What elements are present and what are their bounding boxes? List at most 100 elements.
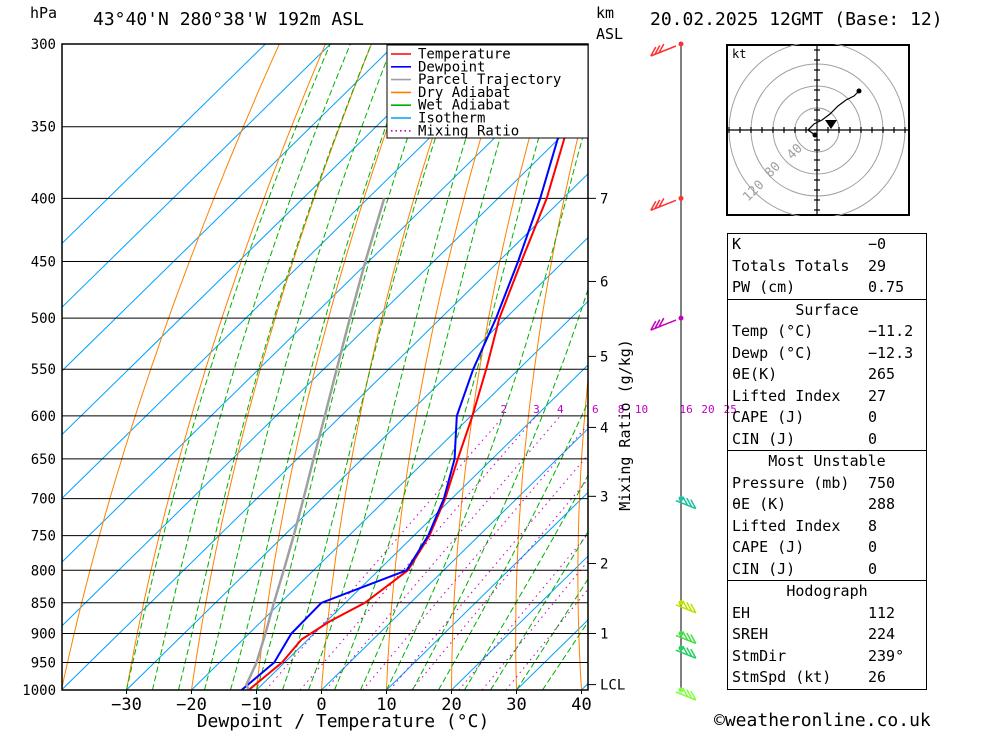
- mixing-ratio-label: 10: [635, 403, 648, 416]
- pressure-tick-label: 300: [31, 37, 56, 53]
- surface-box: Surface Temp (°C) −11.2 Dewp (°C) −12.3 θE…: [727, 298, 927, 451]
- mu-pressure-label: Pressure (mb): [732, 473, 850, 492]
- isotherm-line: [256, 364, 588, 690]
- temperature-tick-label: 20: [441, 695, 461, 715]
- wind-barb-flag: [654, 45, 661, 55]
- isotherm-line: [62, 45, 588, 563]
- wind-barb-flag: [682, 631, 689, 641]
- wind-barb-flag: [682, 645, 689, 656]
- mixing-ratio-label: 6: [592, 403, 599, 416]
- copyright-footer[interactable]: ©weatheronline.co.uk: [714, 710, 931, 731]
- mu-cape-row: CAPE (J) 0: [728, 537, 926, 559]
- height-tick-label: 1: [600, 626, 608, 642]
- dry-adiabat-line: [62, 44, 280, 690]
- datetime-title: 20.02.2025 12GMT (Base: 12): [650, 9, 943, 30]
- wind-barb-shaft: [675, 634, 697, 645]
- profile-parcel-trajectory: [245, 198, 386, 690]
- mixing-ratio-label: 4: [557, 403, 564, 416]
- stmspd-value: 26: [868, 668, 887, 686]
- surface-cin-label: CIN (J): [732, 429, 796, 448]
- isotherm-line: [62, 44, 331, 308]
- mixing-ratio-label: 20: [701, 403, 714, 416]
- wind-barb: [650, 43, 677, 57]
- mu-cin-label: CIN (J): [732, 559, 796, 578]
- surface-cape-label: CAPE (J): [732, 408, 805, 426]
- mu-li-row: Lifted Index 8: [728, 516, 926, 538]
- sreh-label: SREH: [732, 625, 769, 643]
- legend-label: Isotherm: [418, 111, 485, 127]
- mu-theta-value: 288: [868, 495, 896, 513]
- surface-title: Surface: [795, 300, 859, 319]
- hodograph-trace: [807, 90, 860, 136]
- surface-dewp-label: Dewp (°C): [732, 343, 814, 362]
- wet-adiabat-line: [204, 44, 394, 690]
- legend-label: Wet Adiabat: [418, 98, 511, 114]
- pw-value: 0.75: [868, 278, 905, 296]
- temperature-tick-label: 40: [571, 695, 591, 715]
- mu-cape-label: CAPE (J): [732, 538, 805, 556]
- profile-temperature: [248, 48, 588, 690]
- totals-label: Totals Totals: [732, 256, 850, 275]
- sreh-row: SREH 224: [728, 624, 926, 646]
- temperature-tick-label: 10: [376, 695, 396, 715]
- wind-level-dot: [678, 687, 684, 693]
- temperature-tick-label: −20: [176, 695, 207, 715]
- k-index-row: K −0: [728, 234, 926, 256]
- height-tick-label: 5: [600, 349, 608, 365]
- surface-theta-row: θE(K) 265: [728, 364, 926, 386]
- x-axis-title: Dewpoint / Temperature (°C): [197, 711, 490, 732]
- wind-barb-shaft: [675, 691, 697, 701]
- sreh-value: 224: [868, 625, 896, 643]
- height-tick-label: 6: [600, 274, 608, 290]
- totals-value: 29: [868, 256, 887, 275]
- mixing-ratio-label: 3: [533, 403, 540, 416]
- legend-label: Temperature: [418, 47, 511, 63]
- legend-label: Mixing Ratio: [418, 123, 519, 139]
- temperature-tick-label: −30: [111, 695, 142, 715]
- surface-cape-row: CAPE (J) 0: [728, 407, 926, 429]
- stmdir-row: StmDir 239°: [728, 646, 926, 668]
- site-link[interactable]: weatheronline.co.uk: [724, 710, 931, 731]
- wind-barb: [650, 197, 677, 212]
- wind-barb-flag: [682, 600, 689, 611]
- wind-barb-flag: [658, 197, 665, 208]
- wind-level-dot: [678, 645, 684, 651]
- wind-barb: [675, 600, 697, 614]
- wind-barb: [675, 631, 697, 645]
- surface-dewp-row: Dewp (°C) −12.3: [728, 343, 926, 365]
- isotherm-line: [62, 109, 588, 627]
- mu-li-value: 8: [868, 516, 878, 535]
- mu-pressure-value: 750: [868, 473, 896, 492]
- most-unstable-box: Most Unstable Pressure (mb) 750 θE (K) 288…: [727, 450, 927, 581]
- hodograph: kt 40 80 120: [726, 44, 910, 216]
- copyright-symbol: ©: [714, 710, 725, 731]
- wind-level-dot: [678, 41, 684, 47]
- wind-barb: [675, 496, 697, 510]
- dry-adiabat-line: [964, 44, 1000, 690]
- indices-box: K −0 Totals Totals 29 PW (cm) 0.75: [727, 233, 927, 300]
- temperature-tick-label: 0: [316, 695, 326, 715]
- pressure-tick-label: 950: [31, 655, 56, 671]
- stmdir-label: StmDir: [732, 646, 787, 665]
- wind-barb-shaft: [650, 319, 677, 331]
- surface-li-label: Lifted Index: [732, 386, 841, 405]
- stmdir-value: 239°: [868, 646, 905, 665]
- wind-barb-flag: [690, 648, 697, 659]
- height-tick-label: LCL: [600, 678, 625, 694]
- hodograph-unit-label: kt: [732, 47, 746, 61]
- pw-row: PW (cm) 0.75: [728, 277, 926, 299]
- stmspd-row: StmSpd (kt) 26: [728, 667, 926, 689]
- surface-temp-label: Temp (°C): [732, 322, 814, 340]
- plot-frame: [61, 43, 589, 691]
- legend-label: Dewpoint: [418, 59, 485, 75]
- pressure-tick-label: 550: [31, 362, 56, 378]
- wind-barb-flag: [658, 317, 665, 328]
- totals-row: Totals Totals 29: [728, 256, 926, 278]
- height-tick-label: 4: [600, 420, 608, 436]
- surface-temp-row: Temp (°C) −11.2: [728, 321, 926, 343]
- height-tick-label: 2: [600, 557, 608, 573]
- hodograph-start-dot: [812, 132, 818, 138]
- surface-theta-label: θE(K): [732, 365, 778, 383]
- mu-theta-label: θE (K): [732, 495, 787, 513]
